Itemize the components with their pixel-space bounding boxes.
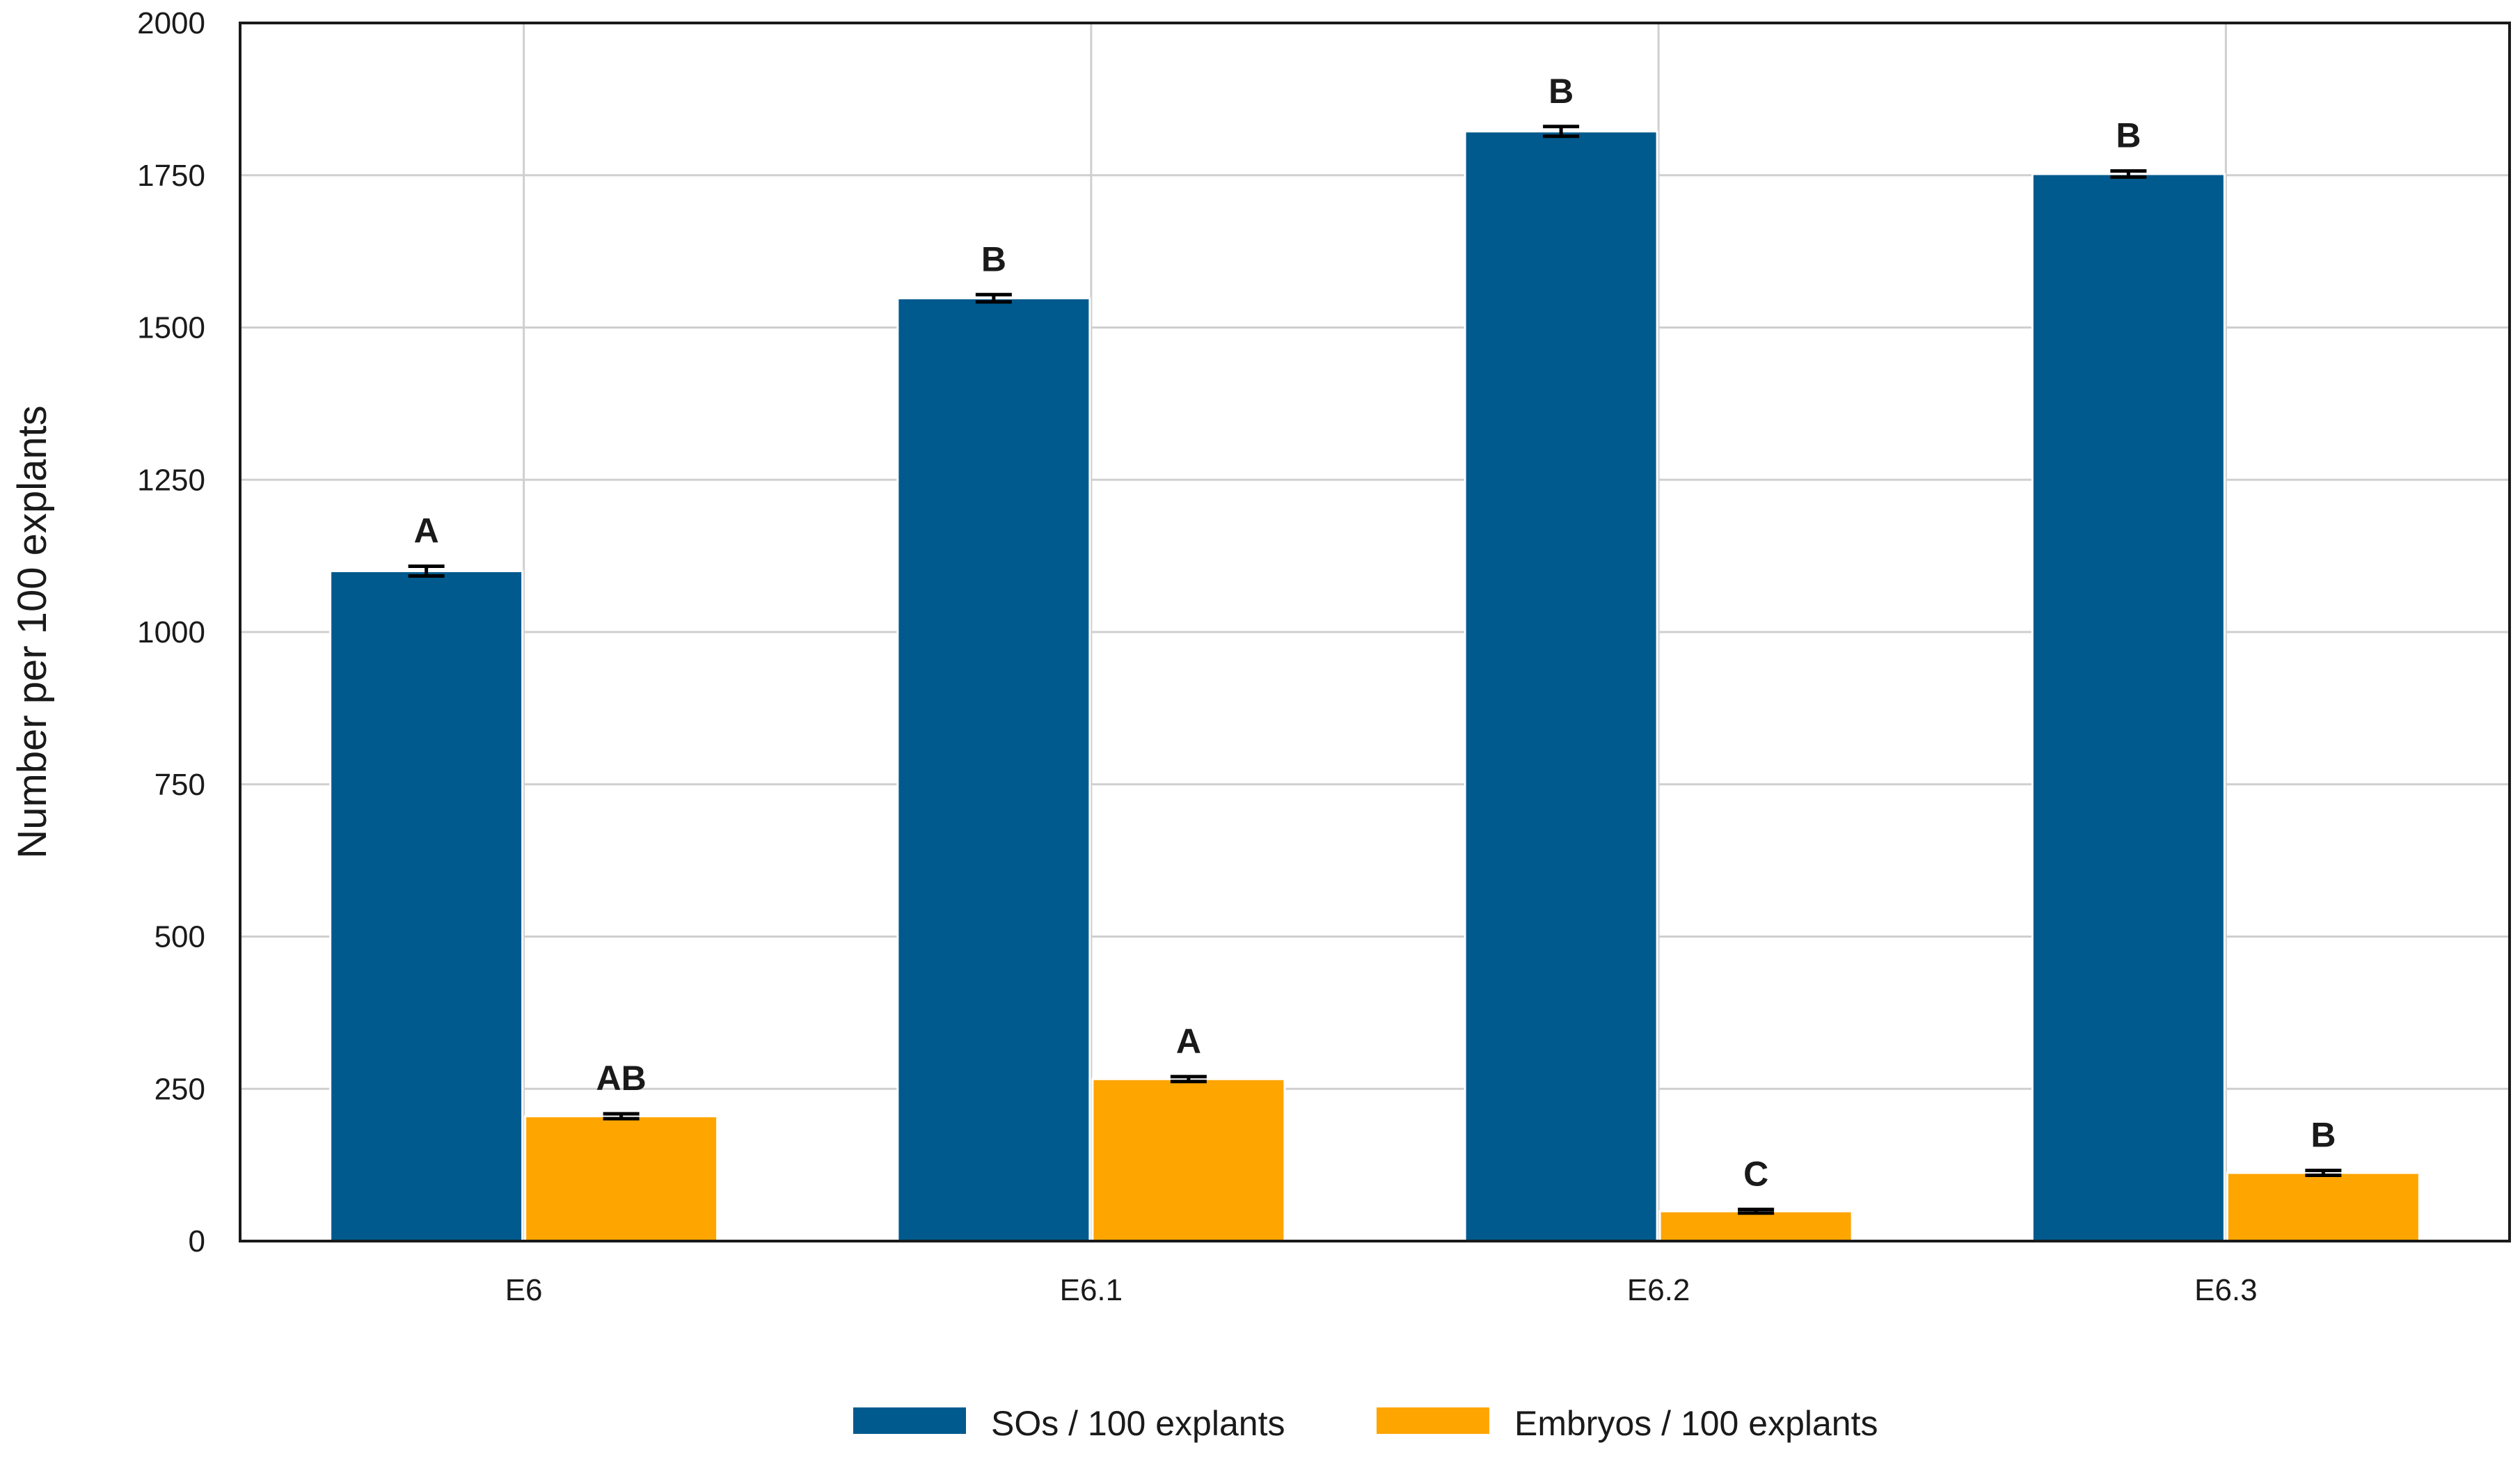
bar — [1658, 1210, 1853, 1242]
y-tick-label: 0 — [189, 1224, 205, 1258]
significance-label: AB — [596, 1059, 647, 1098]
significance-label: B — [981, 239, 1006, 278]
significance-label: B — [1548, 72, 1574, 111]
y-tick-label: 1250 — [137, 463, 205, 497]
legend: SOs / 100 explants Embryos / 100 explants — [853, 1404, 1878, 1443]
y-axis-label: Number per 100 explants — [10, 405, 55, 858]
significance-label: A — [1176, 1022, 1201, 1061]
significance-label: B — [2116, 116, 2141, 155]
x-tick-label: E6 — [505, 1273, 543, 1307]
y-tick-label: 750 — [154, 768, 205, 802]
significance-label: A — [414, 512, 439, 551]
bar — [2031, 173, 2226, 1242]
labels: 0 250 500 750 1000 1250 1500 1750 2000 E6 E6.1 E6.2… — [137, 6, 2336, 1307]
y-tick-label: 1500 — [137, 311, 205, 345]
bar — [329, 570, 524, 1242]
legend-swatch — [853, 1407, 966, 1434]
bar — [2226, 1171, 2420, 1242]
y-tick-label: 2000 — [137, 6, 205, 40]
legend-label: SOs / 100 explants — [991, 1404, 1285, 1443]
bar — [1091, 1078, 1286, 1242]
y-tick-label: 1750 — [137, 159, 205, 193]
bar — [1464, 130, 1658, 1242]
y-tick-label: 250 — [154, 1072, 205, 1106]
bar — [896, 297, 1091, 1242]
bar — [524, 1115, 719, 1242]
x-tick-label: E6.2 — [1627, 1273, 1690, 1307]
legend-label: Embryos / 100 explants — [1514, 1404, 1878, 1443]
y-tick-label: 1000 — [137, 615, 205, 649]
bars — [329, 125, 2420, 1242]
significance-label: B — [2311, 1116, 2336, 1155]
x-tick-label: E6.1 — [1060, 1273, 1123, 1307]
x-tick-label: E6.3 — [2194, 1273, 2258, 1307]
significance-label: C — [1743, 1155, 1768, 1194]
plot-frame — [239, 22, 2511, 1242]
legend-swatch — [1377, 1407, 1489, 1434]
y-tick-label: 500 — [154, 920, 205, 954]
